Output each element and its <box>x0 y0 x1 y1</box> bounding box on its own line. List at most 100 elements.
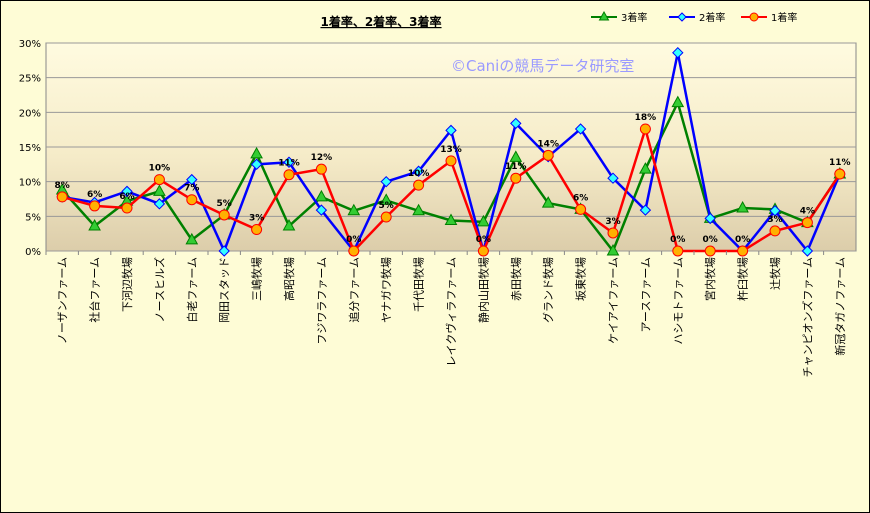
data-label: 3% <box>605 217 620 227</box>
legend-label: 2着率 <box>699 11 725 24</box>
chart-title: 1着率、2着率、3着率 <box>320 14 441 29</box>
legend-label: 3着率 <box>621 11 647 24</box>
data-label: 4% <box>800 207 815 217</box>
data-point <box>186 173 198 186</box>
data-point <box>510 172 522 184</box>
data-point <box>380 175 392 188</box>
data-point <box>153 174 165 186</box>
data-label: 6% <box>119 192 134 202</box>
data-label: 12% <box>311 153 333 163</box>
legend-label: 1着率 <box>771 11 797 24</box>
data-point <box>251 224 263 236</box>
data-point <box>607 172 619 184</box>
x-tick-label: レイクヴィラファーム <box>444 257 458 366</box>
data-point <box>639 204 652 216</box>
data-point <box>477 214 490 227</box>
data-point <box>444 213 458 225</box>
data-point <box>445 124 457 137</box>
legend-marker <box>677 12 687 22</box>
data-label: 3% <box>767 215 782 225</box>
data-label: 18% <box>635 113 657 123</box>
data-point <box>250 146 263 159</box>
data-label: 0% <box>670 235 685 245</box>
y-axis: 0% 5% 10% 15% 20% 25% 30% <box>19 39 41 258</box>
data-point <box>315 189 328 202</box>
data-point <box>607 227 619 239</box>
data-point <box>379 193 393 205</box>
data-point <box>704 245 716 257</box>
y-tick-label: 5% <box>25 212 41 223</box>
data-point <box>348 245 360 257</box>
data-point <box>283 156 295 168</box>
data-point <box>218 209 230 221</box>
data-point <box>542 149 554 161</box>
data-point <box>347 203 361 216</box>
legend-marker <box>598 10 610 21</box>
data-point <box>639 123 651 135</box>
data-point <box>541 196 555 208</box>
series-group <box>55 46 847 257</box>
x-tick-label: 赤田牧場 <box>509 257 523 301</box>
y-tick-label: 30% <box>19 39 41 50</box>
data-point <box>250 158 263 171</box>
x-tick-label: 岡田スタッド <box>218 257 231 323</box>
data-label: 0% <box>346 235 361 245</box>
data-label: 5% <box>217 199 232 209</box>
data-point <box>801 245 814 257</box>
data-point <box>769 225 781 237</box>
data-point <box>380 211 392 223</box>
data-point <box>510 117 522 130</box>
data-point <box>153 184 166 196</box>
data-label: 6% <box>573 193 588 203</box>
y-tick-label: 20% <box>19 108 41 119</box>
data-point <box>445 155 457 167</box>
x-tick-label: 追分ファーム <box>347 257 361 323</box>
data-point <box>704 212 716 225</box>
data-point <box>315 204 328 216</box>
x-tick-label: 新冠タガノファーム <box>833 257 847 356</box>
data-label: 10% <box>408 169 430 179</box>
x-tick-label: 白老ファーム <box>185 257 199 323</box>
y-tick-label: 15% <box>19 143 41 154</box>
data-label: 0% <box>735 235 750 245</box>
data-point <box>121 185 133 198</box>
data-label: 0% <box>476 235 491 245</box>
x-tick-label: 杵臼牧場 <box>736 257 750 301</box>
data-point <box>315 163 327 175</box>
data-point <box>671 95 685 108</box>
data-labels: 8% 6% 6% 10% 7% 5% 3% 11% 12% 0% 5% 10% 13% 0% 11% 14% 6… <box>55 113 851 245</box>
x-tick-label: ノースヒルズ <box>152 257 166 322</box>
x-tick-label: ノーザンファーム <box>56 257 69 344</box>
data-label: 6% <box>87 190 102 200</box>
data-point <box>412 165 425 177</box>
data-label: 8% <box>55 181 70 191</box>
y-tick-label: 0% <box>25 247 41 258</box>
data-point <box>574 123 587 135</box>
watermark: ©Caniの競馬データ研究室 <box>451 57 634 75</box>
data-point <box>56 191 68 203</box>
data-point <box>283 169 295 181</box>
x-tick-label: 三嶋牧場 <box>250 257 264 301</box>
data-point <box>575 203 587 215</box>
data-point <box>153 198 166 210</box>
x-tick-label: グランド牧場 <box>541 257 555 323</box>
x-tick-label: ヤナガワ牧場 <box>379 257 393 323</box>
data-point <box>477 245 489 257</box>
x-tick-label: アースファーム <box>639 257 652 332</box>
x-tick-label: 千代田牧場 <box>412 257 426 312</box>
data-point <box>218 245 230 257</box>
data-point <box>121 202 133 214</box>
data-label: 5% <box>379 201 394 211</box>
data-point <box>834 168 846 180</box>
data-point <box>413 179 425 191</box>
x-tick-label: 坂東牧場 <box>574 257 588 301</box>
x-tick-label: 下河辺牧場 <box>120 257 134 312</box>
data-label: 11% <box>278 159 300 169</box>
data-point <box>672 245 684 257</box>
x-tick-label: チャンピオンズファーム <box>800 257 814 377</box>
legend-marker <box>749 12 759 22</box>
x-tick-label: 辻牧場 <box>768 257 782 290</box>
x-tick-label: 高昭牧場 <box>282 257 296 301</box>
x-axis: ノーザンファーム 社台ファーム 下河辺牧場 ノースヒルズ 白老ファーム 岡田スタッド 三嶋牧… <box>45 251 847 377</box>
